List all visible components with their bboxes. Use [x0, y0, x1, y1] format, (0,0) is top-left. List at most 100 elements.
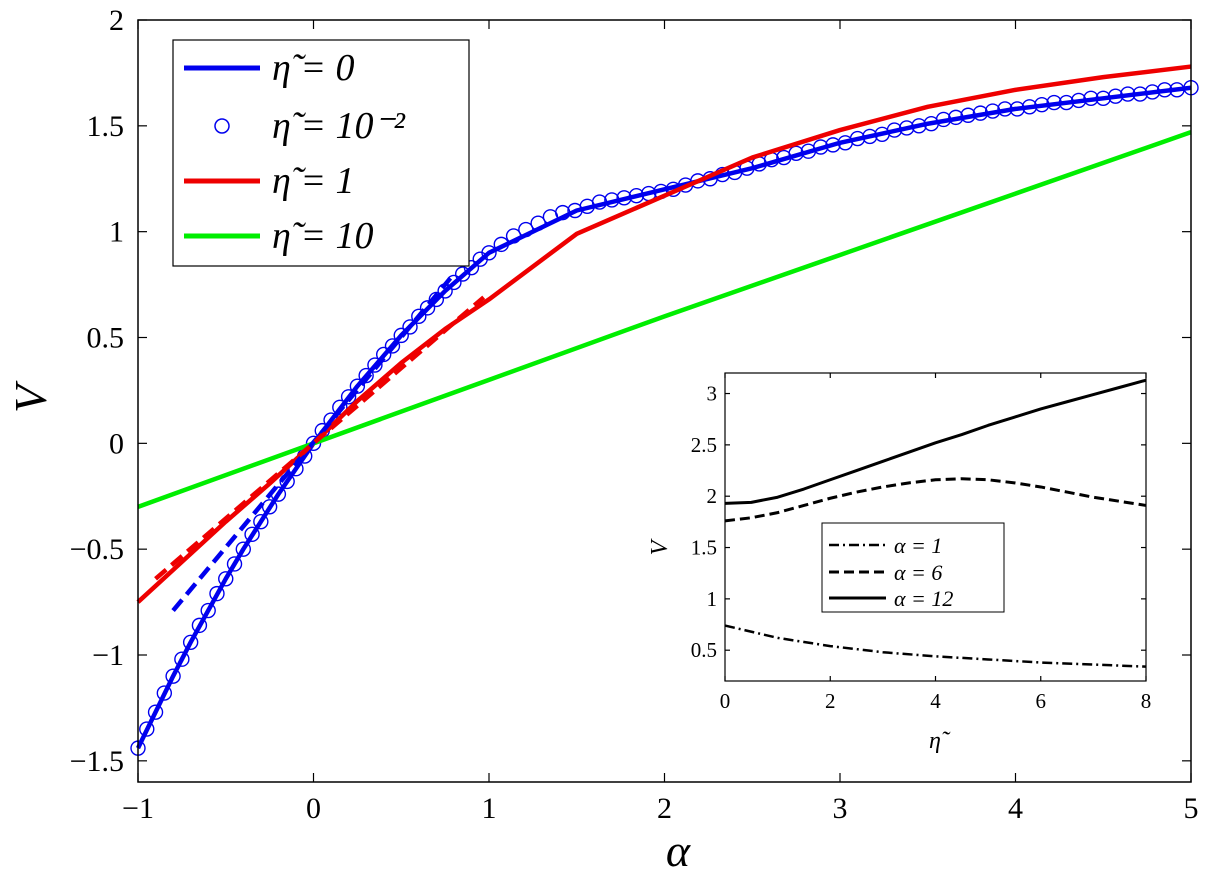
- legend-label-eta-0: η̃ = 0: [272, 47, 355, 89]
- main-legend-box: [172, 39, 470, 267]
- inset-x-tick-label: 0: [720, 689, 731, 713]
- legend-label-eta-0.01: η̃ = 10⁻²: [272, 105, 406, 147]
- main-series-1-marker: [886, 122, 903, 138]
- main-series-1-marker: [898, 120, 915, 136]
- main-series-1-marker: [174, 651, 190, 667]
- main-series-1-marker: [209, 585, 225, 602]
- main-series-1-marker: [367, 357, 383, 373]
- main-series-1-marker: [244, 526, 260, 543]
- inset-y-tick-label: 2.5: [691, 433, 717, 457]
- inset-series: [724, 378, 1147, 668]
- inset-legend: α = 1 α = 6 α = 12: [821, 522, 1005, 613]
- main-series-1-marker: [960, 107, 976, 123]
- main-series-1-marker: [849, 130, 866, 147]
- main-series-1-marker: [1144, 84, 1161, 100]
- main-series-1-marker: [139, 721, 155, 737]
- main-series-1-marker: [1083, 90, 1099, 107]
- main-series-1-marker: [591, 194, 608, 210]
- main-series-1-marker: [1009, 101, 1025, 117]
- main-series-1-marker: [384, 338, 401, 354]
- main-series-0-line: [135, 85, 1192, 750]
- inset-series-1-line: [724, 477, 1147, 523]
- inset-x-tick-label: 2: [825, 689, 836, 713]
- main-series-1-marker: [604, 192, 620, 208]
- inset-legend-label-alpha-1: α = 1: [894, 533, 942, 558]
- main-series-1-marker: [1156, 82, 1173, 98]
- main-series-1-marker: [1021, 99, 1038, 115]
- inset-y-tick-label: 1.5: [691, 536, 717, 560]
- inset-ticks: [724, 373, 1147, 681]
- inset-y-tick-label: 1: [707, 587, 718, 611]
- inset-legend-label-alpha-12: α = 12: [894, 586, 953, 611]
- main-series-1-marker: [419, 300, 436, 316]
- main-series-1-marker: [1095, 90, 1111, 107]
- inset-tick-labels: 0 2 4 6 8 0.5 1 1.5 2 2.5 3: [691, 382, 1152, 713]
- main-x-axis-label: α: [666, 825, 691, 876]
- main-series-1-marker: [997, 101, 1013, 117]
- main-y-axis-label: V: [5, 380, 56, 413]
- main-series-4-line: [171, 276, 453, 612]
- inset-x-tick-label: 6: [1036, 689, 1047, 713]
- main-x-tick-label: 0: [306, 792, 321, 825]
- inset-legend-label-alpha-6: α = 6: [894, 560, 942, 585]
- main-y-tick-label: −0.5: [70, 533, 124, 566]
- main-series-1-marker: [911, 118, 927, 134]
- legend-label-eta-10: η̃ = 10: [272, 215, 374, 257]
- main-series-1-marker: [505, 228, 522, 244]
- main-series-1-marker: [481, 245, 497, 261]
- main-series-1-marker: [1120, 86, 1136, 102]
- main-series-1-marker: [305, 435, 322, 452]
- main-y-tick-label: 2: [109, 4, 124, 37]
- main-x-tick-label: −1: [122, 792, 154, 825]
- main-y-tick-label: −1.5: [70, 745, 124, 778]
- main-y-tick-label: 0: [109, 427, 124, 460]
- main-series-1-marker: [530, 215, 546, 231]
- main-series-1-marker: [984, 103, 1001, 119]
- main-series-1-marker: [862, 128, 878, 145]
- legend-swatch-eta-0.01: [214, 118, 230, 134]
- main-series-1-marker: [165, 668, 181, 684]
- main-y-tick-label: 0.5: [87, 322, 125, 355]
- inset-x-tick-label: 8: [1141, 689, 1152, 713]
- main-series-1-marker: [340, 389, 357, 405]
- main-series-1-marker: [253, 513, 269, 530]
- main-y-tick-label: 1: [109, 216, 124, 249]
- main-series: [130, 64, 1199, 756]
- main-series-1-marker: [182, 634, 199, 650]
- main-series-1-marker: [261, 499, 278, 515]
- main-series-1-marker: [235, 541, 252, 557]
- main-y-tick-label: 1.5: [87, 110, 125, 143]
- main-series-1-marker: [393, 327, 409, 344]
- main-series-1-marker: [616, 190, 632, 206]
- main-series-1-marker: [948, 109, 964, 126]
- main-series-1-marker: [200, 602, 216, 619]
- main-series-1-marker: [411, 308, 427, 325]
- inset-x-tick-label: 4: [930, 689, 941, 713]
- main-series-1-marker: [518, 221, 534, 238]
- main-series-1-marker: [147, 704, 164, 720]
- main-series-1-marker: [1107, 88, 1124, 104]
- inset-y-axis-label: V: [647, 538, 673, 555]
- main-series-1-marker: [935, 111, 952, 128]
- main-series-1-marker: [812, 139, 829, 155]
- main-series-1-marker: [1046, 94, 1062, 111]
- main-series-1-marker: [493, 236, 509, 253]
- main-series-5-line: [154, 295, 486, 581]
- main-series-1-marker: [972, 105, 989, 121]
- main-series-1-marker: [463, 259, 480, 276]
- main-series-1-marker: [156, 685, 173, 701]
- main-x-tick-label: 5: [1184, 792, 1199, 825]
- main-series-1-marker: [628, 187, 645, 204]
- legend-label-eta-1: η̃ = 1: [272, 160, 355, 202]
- main-series-1-marker: [1034, 96, 1050, 113]
- main-series-1-marker: [1058, 94, 1075, 111]
- main-x-tick-label: 4: [1008, 792, 1023, 825]
- main-series-1-marker: [332, 399, 348, 416]
- main-plot-frame: [137, 19, 1192, 783]
- main-ticks: [137, 19, 1192, 782]
- main-series-1-marker: [402, 319, 418, 335]
- main-x-tick-label: 1: [482, 792, 497, 825]
- main-series-1-marker: [1132, 86, 1148, 102]
- main-y-tick-label: −1: [92, 639, 124, 672]
